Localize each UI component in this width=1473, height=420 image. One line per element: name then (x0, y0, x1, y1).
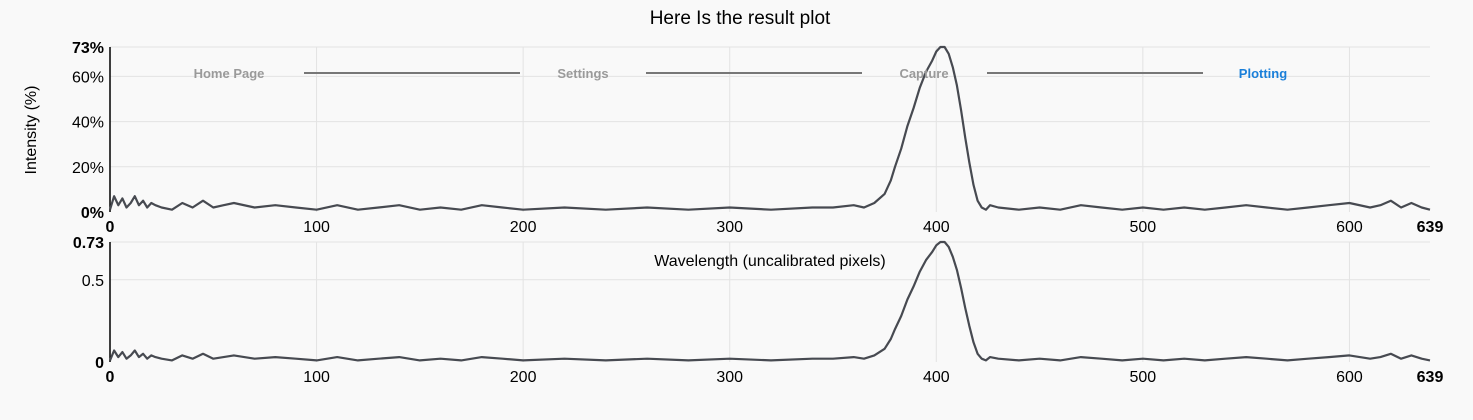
x-tick-label: 0 (106, 219, 115, 236)
x-tick-label: 600 (1336, 369, 1363, 386)
x-tick-label: 639 (1417, 369, 1444, 386)
intensity-series-line (108, 45, 1431, 211)
x-tick-label: 300 (716, 219, 743, 236)
y-tick-label: 0.73 (73, 235, 104, 252)
x-tick-label: 200 (510, 369, 537, 386)
x-tick-label: 100 (303, 369, 330, 386)
x-tick-label: 639 (1417, 219, 1444, 236)
x-tick-label: 500 (1130, 219, 1157, 236)
x-tick-label: 300 (716, 369, 743, 386)
x-axis-label: Wavelength (uncalibrated pixels) (654, 253, 886, 270)
x-tick-label: 200 (510, 219, 537, 236)
x-tick-label: 100 (303, 219, 330, 236)
y-tick-label: 20% (72, 160, 104, 177)
x-tick-label: 500 (1130, 369, 1157, 386)
x-tick-label: 600 (1336, 219, 1363, 236)
y-tick-label: 0 (95, 355, 104, 372)
y-tick-label: 0.5 (82, 273, 104, 290)
y-tick-label: 60% (72, 69, 104, 86)
step-plotting[interactable]: Plotting (1239, 66, 1287, 81)
y-tick-label: 40% (72, 115, 104, 132)
step-settings[interactable]: Settings (557, 66, 608, 81)
x-tick-label: 400 (923, 219, 950, 236)
intensity-plot: 0 100 200 300 400 500 600 639 0% 20% 40% 60% 73% (72, 40, 1443, 236)
step-home-page[interactable]: Home Page (194, 66, 265, 81)
wavelength-plot: 0 100 200 300 400 500 600 639 0 0.5 0.73 (73, 235, 1444, 386)
progress-stepper: Home Page Settings Capture Plotting (194, 66, 1288, 81)
x-tick-label: 0 (106, 369, 115, 386)
intensity-series-line (108, 240, 1431, 362)
chart-title: Here Is the result plot (650, 8, 831, 29)
step-capture[interactable]: Capture (899, 66, 948, 81)
y-tick-label: 73% (72, 40, 104, 57)
y-tick-label: 0% (81, 205, 104, 222)
y-axis-label: Intensity (%) (23, 86, 40, 175)
x-tick-label: 400 (923, 369, 950, 386)
